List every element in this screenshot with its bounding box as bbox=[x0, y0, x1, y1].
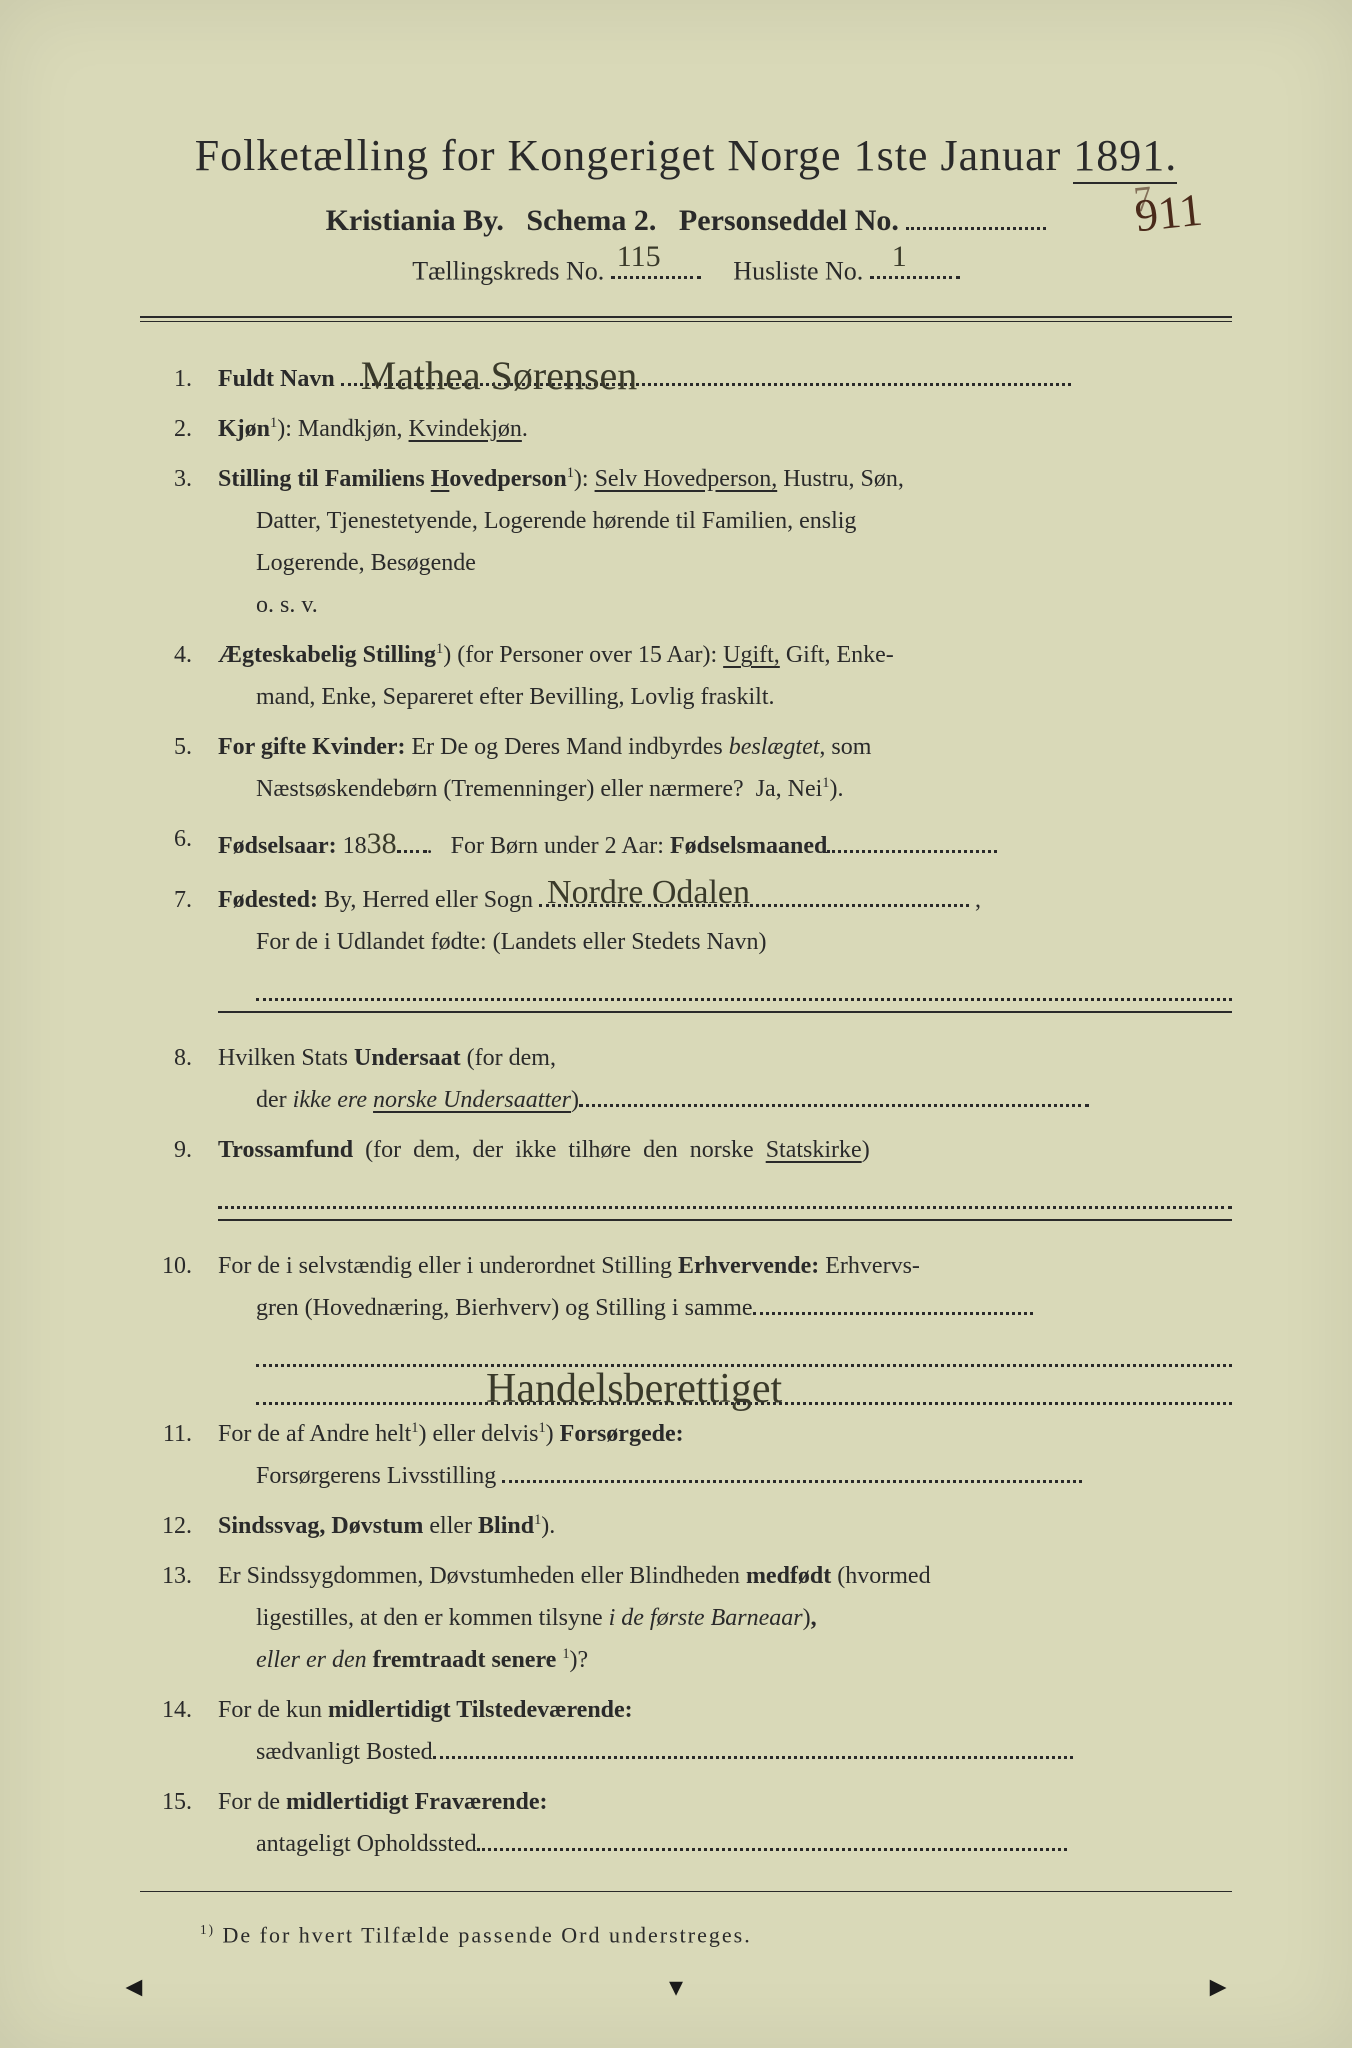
q6-year-prefix: 18 bbox=[343, 833, 367, 859]
divider-top bbox=[140, 316, 1232, 322]
q3-cont1: Datter, Tjenestetyende, Logerende hørend… bbox=[218, 500, 1232, 542]
q13-c2a: eller er den bbox=[256, 1647, 367, 1673]
q5-text: Er De og Deres Mand indbyrdes beslægtet,… bbox=[412, 734, 872, 760]
q13-c: (hvormed bbox=[837, 1563, 930, 1589]
q4-cont1: mand, Enke, Separeret efter Bevilling, L… bbox=[218, 676, 1232, 718]
q7-label: Fødested: bbox=[218, 887, 318, 913]
q11-a: For de af Andre helt bbox=[218, 1421, 411, 1447]
schema-label: Schema 2. bbox=[526, 204, 656, 237]
kreds-no-value: 115 bbox=[617, 240, 661, 274]
q3-cont3: o. s. v. bbox=[218, 584, 1232, 626]
footnote-marker: 1) bbox=[200, 1922, 215, 1937]
q2: Kjøn1): Mandkjøn, Kvindekjøn. bbox=[140, 408, 1232, 450]
questions-list-3: For de i selvstændig eller i underordnet… bbox=[140, 1245, 1232, 1865]
q10-cont1: gren (Hovednæring, Bierhverv) og Stillin… bbox=[256, 1295, 753, 1321]
q2-label: Kjøn bbox=[218, 416, 270, 442]
q7-blank-line bbox=[256, 967, 1232, 1001]
footnote: 1) De for hvert Tilfælde passende Ord un… bbox=[140, 1922, 1232, 1948]
q13-c2b: fremtraadt senere bbox=[373, 1647, 557, 1673]
divider-mid1 bbox=[218, 1011, 1232, 1013]
q8-c: (for dem, bbox=[467, 1045, 556, 1071]
q1: Fuldt Navn Mathea Sørensen bbox=[140, 358, 1232, 400]
q11-c: Forsørgede: bbox=[560, 1421, 684, 1447]
q11: For de af Andre helt1) eller delvis1) Fo… bbox=[140, 1413, 1232, 1497]
q2-underlined: Kvindekjøn bbox=[409, 416, 522, 442]
q8-a: Hvilken Stats bbox=[218, 1045, 348, 1071]
q1-label: Fuldt Navn bbox=[218, 366, 335, 392]
q4: Ægteskabelig Stilling1) (for Personer ov… bbox=[140, 634, 1232, 718]
q6-month-blabel: Fødselsmaaned bbox=[670, 833, 827, 859]
q12: Sindssvag, Døvstum eller Blind1). bbox=[140, 1505, 1232, 1547]
q7-cont1: For de i Udlandet fødte: (Landets eller … bbox=[256, 929, 767, 955]
subtitle2-line: Tællingskreds No. 115 Husliste No. 1 bbox=[140, 256, 1232, 286]
q14: For de kun midlertidigt Tilstedeværende:… bbox=[140, 1689, 1232, 1773]
q6: Fødselsaar: 1838. For Børn under 2 Aar: … bbox=[140, 818, 1232, 871]
q3-cont2: Logerende, Besøgende bbox=[218, 542, 1232, 584]
q7-value: Nordre Odalen bbox=[547, 863, 750, 923]
q5: For gifte Kvinder: Er De og Deres Mand i… bbox=[140, 726, 1232, 810]
q15-a: For de bbox=[218, 1789, 280, 1815]
q13-b: medfødt bbox=[746, 1563, 831, 1589]
husliste-label: Husliste No. bbox=[733, 256, 863, 285]
husliste-no-value: 1 bbox=[892, 240, 907, 274]
census-form-page: 911 7 Folketælling for Kongeriget Norge … bbox=[0, 0, 1352, 2048]
q11-cont1: Forsørgerens Livsstilling bbox=[256, 1463, 496, 1489]
person-no-field bbox=[906, 203, 1046, 230]
q10: For de i selvstændig eller i underordnet… bbox=[140, 1245, 1232, 1405]
kreds-label: Tællingskreds No. bbox=[412, 256, 604, 285]
q10-blank-line2: Handelsberettiget bbox=[256, 1371, 1232, 1405]
q3: Stilling til Familiens Hovedperson1): Se… bbox=[140, 458, 1232, 626]
q1-field: Mathea Sørensen bbox=[341, 365, 1071, 387]
q15: For de midlertidigt Fraværende: antageli… bbox=[140, 1781, 1232, 1865]
q10-blank-line1 bbox=[256, 1333, 1232, 1367]
q8: Hvilken Stats Undersaat (for dem, der ik… bbox=[140, 1037, 1232, 1121]
questions-list-2: Hvilken Stats Undersaat (for dem, der ik… bbox=[140, 1037, 1232, 1209]
questions-list: Fuldt Navn Mathea Sørensen Kjøn1): Mandk… bbox=[140, 358, 1232, 1001]
q14-b: midlertidigt Tilstedeværende: bbox=[328, 1697, 633, 1723]
q13-c2c: )? bbox=[570, 1647, 589, 1673]
kreds-no-field: 115 bbox=[611, 256, 701, 279]
header-block: Folketælling for Kongeriget Norge 1ste J… bbox=[140, 130, 1232, 286]
q4-underlined: Ugift, bbox=[723, 642, 780, 668]
q14-a: For de kun bbox=[218, 1697, 322, 1723]
q8-b: Undersaat bbox=[354, 1045, 461, 1071]
q13: Er Sindssygdommen, Døvstumheden eller Bl… bbox=[140, 1555, 1232, 1681]
q10-c: Erhvervs- bbox=[825, 1253, 920, 1279]
q3-underlined: Selv Hovedperson, bbox=[595, 466, 778, 492]
city-label: Kristiania By. bbox=[326, 204, 504, 237]
q7-text: By, Herred eller Sogn bbox=[324, 887, 533, 913]
subtitle-line: Kristiania By. Schema 2. Personseddel No… bbox=[140, 203, 1232, 238]
tick-left: ◄ bbox=[120, 1972, 148, 2004]
q10-a: For de i selvstændig eller i underordnet… bbox=[218, 1253, 672, 1279]
q7: Fødested: By, Herred eller Sogn Nordre O… bbox=[140, 879, 1232, 1001]
footnote-text: De for hvert Tilfælde passende Ord under… bbox=[223, 1922, 752, 1947]
q6-month-label: For Børn under 2 Aar: bbox=[451, 833, 664, 859]
q1-value: Mathea Sørensen bbox=[361, 341, 638, 411]
q9-label: Trossamfund bbox=[218, 1137, 353, 1163]
q10-b: Erhvervende: bbox=[678, 1253, 819, 1279]
q11-b: eller delvis bbox=[432, 1421, 538, 1447]
q6-year-label: Fødselsaar: bbox=[218, 833, 337, 859]
q14-cont1: sædvanligt Bosted bbox=[256, 1739, 433, 1765]
q5-label: For gifte Kvinder: bbox=[218, 734, 406, 760]
divider-mid2 bbox=[218, 1219, 1232, 1221]
q9-blank-line bbox=[218, 1175, 1232, 1209]
tick-mid: ▾ bbox=[669, 1970, 683, 2004]
divider-bottom bbox=[140, 1891, 1232, 1892]
q7-field: Nordre Odalen bbox=[539, 885, 969, 907]
person-no-label: Personseddel No. bbox=[679, 204, 899, 237]
q6-year-value: 38 bbox=[367, 827, 397, 860]
q13-a: Er Sindssygdommen, Døvstumheden eller Bl… bbox=[218, 1563, 740, 1589]
q4-label: Ægteskabelig Stilling bbox=[218, 642, 436, 668]
husliste-no-field: 1 bbox=[870, 256, 960, 279]
main-title: Folketælling for Kongeriget Norge 1ste J… bbox=[140, 130, 1232, 181]
q15-b: midlertidigt Fraværende: bbox=[286, 1789, 548, 1815]
q9: Trossamfund (for dem, der ikke tilhøre d… bbox=[140, 1129, 1232, 1209]
q15-cont1: antageligt Opholdssted bbox=[256, 1831, 477, 1857]
tick-right: ► bbox=[1204, 1972, 1232, 2004]
